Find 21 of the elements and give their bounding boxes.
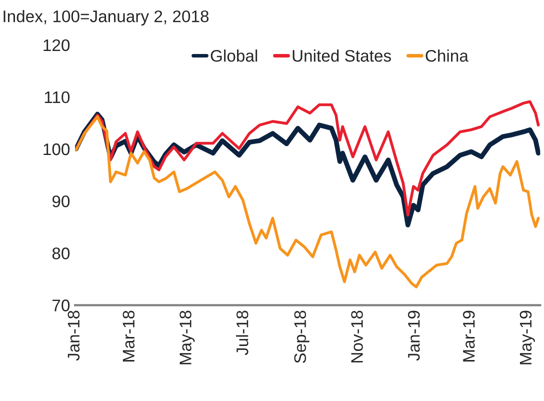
line-series	[75, 100, 540, 217]
x-tick-label: Mar-19	[462, 310, 475, 362]
y-tick-label: 120	[44, 39, 70, 52]
x-tick-label: May-18	[180, 310, 195, 364]
y-tick-label: 100	[44, 143, 70, 156]
legend-label: United States	[292, 50, 391, 62]
y-tick-label: 90	[52, 195, 70, 208]
x-tick-label: Mar-18	[122, 310, 135, 362]
y-tick-label: 110	[44, 91, 70, 104]
y-tick-label: 80	[52, 248, 70, 260]
legend-label: China	[426, 50, 468, 62]
y-tick-label: 70	[52, 300, 70, 312]
legend-label: Global	[210, 50, 258, 62]
x-tick-label: Jul-18	[236, 310, 248, 356]
chart-title: Index, 100=January 2, 2018	[4, 10, 209, 26]
x-tick-label: Sep-18	[294, 310, 310, 364]
x-tick-label: Jan-18	[68, 310, 80, 361]
x-tick-label: Nov-18	[351, 310, 363, 362]
x-tick-label: May-19	[520, 310, 535, 364]
x-tick-label: Jan-19	[408, 310, 420, 361]
line-series	[75, 115, 540, 288]
